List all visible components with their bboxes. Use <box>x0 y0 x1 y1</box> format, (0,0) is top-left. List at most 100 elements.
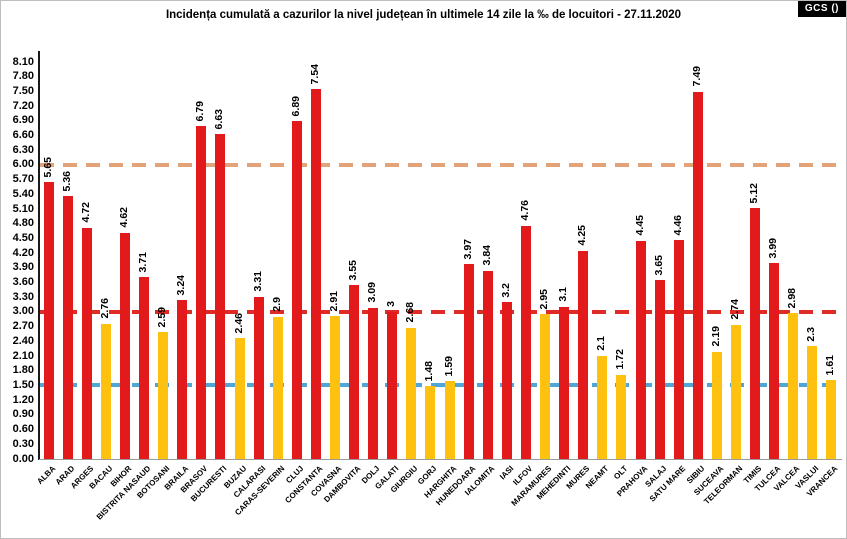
bar-value-label: 1.72 <box>614 349 627 370</box>
bar <box>215 134 226 459</box>
bar-value-label: 4.46 <box>671 214 684 236</box>
bar <box>139 277 150 459</box>
x-axis-line <box>39 459 842 460</box>
bar <box>578 250 589 459</box>
bar <box>387 311 398 459</box>
bar <box>654 280 665 459</box>
bar-value-label: 3.71 <box>137 251 150 273</box>
bar-value-label: 1.59 <box>442 355 455 377</box>
bar-value-label: 3.99 <box>767 238 780 259</box>
chart-title: Incidența cumulată a cazurilor la nivel … <box>165 9 682 21</box>
y-axis-tick-label: 3.00 <box>12 305 34 318</box>
bar-value-label: 3.2 <box>499 282 512 298</box>
y-axis-tick-label: 0.00 <box>12 452 34 465</box>
bar-value-label: 7.54 <box>308 64 321 85</box>
bar-value-label: 5.12 <box>748 182 761 204</box>
bar-value-label: 3.84 <box>480 245 493 266</box>
bar-value-label: 3.1 <box>557 287 570 303</box>
bar-value-label: 6.89 <box>289 95 302 117</box>
bar-value-label: 2.3 <box>805 326 818 342</box>
bar <box>310 89 321 459</box>
bar-value-label: 3.55 <box>347 259 360 281</box>
bar-value-label: 4.25 <box>576 225 589 246</box>
reference-line <box>40 162 841 167</box>
bar <box>253 296 264 459</box>
bar-value-label: 6.79 <box>194 100 207 122</box>
y-axis-tick-label: 7.50 <box>12 84 34 97</box>
bar-value-label: 1.61 <box>824 354 837 376</box>
bar <box>444 381 455 459</box>
y-axis-tick-label: 5.40 <box>12 187 34 200</box>
bar <box>482 270 493 459</box>
bar-value-label: 3 <box>385 301 398 307</box>
y-axis-tick-label: 7.20 <box>12 99 34 112</box>
bar <box>540 314 551 459</box>
bar <box>788 312 799 459</box>
bar <box>272 316 283 459</box>
y-axis-tick-label: 3.90 <box>12 261 34 274</box>
bar-value-label: 5.65 <box>41 156 54 178</box>
bar-value-label: 3.31 <box>251 271 264 292</box>
bar <box>750 208 761 459</box>
bar-value-label: 2.98 <box>786 287 799 308</box>
bar-value-label: 2.1 <box>595 336 608 352</box>
gcs-badge: GCS () <box>797 1 846 17</box>
bar-value-label: 2.19 <box>709 326 722 347</box>
y-axis-tick-label: 2.40 <box>12 334 34 347</box>
bar-value-label: 2.74 <box>728 299 741 320</box>
bar <box>158 332 169 459</box>
y-axis-tick-label: 6.60 <box>12 129 34 142</box>
bar <box>100 323 111 459</box>
bar-value-label: 4.62 <box>117 207 130 228</box>
bar-value-label: 6.63 <box>213 108 226 130</box>
bar <box>177 300 188 459</box>
bar-value-label: 3.09 <box>366 282 379 303</box>
bar <box>196 126 207 459</box>
bar <box>81 227 92 459</box>
y-axis-line <box>38 51 40 460</box>
bar <box>826 380 837 459</box>
y-axis-tick-label: 4.20 <box>12 246 34 259</box>
bar <box>291 121 302 459</box>
bar <box>368 307 379 459</box>
y-axis-tick-label: 6.00 <box>12 158 34 171</box>
bar <box>692 91 703 459</box>
bar-value-label: 4.72 <box>79 202 92 223</box>
y-axis-tick-label: 4.50 <box>12 231 34 244</box>
bar-value-label: 2.91 <box>327 290 340 312</box>
y-axis-tick-label: 1.20 <box>12 393 34 406</box>
bar <box>673 240 684 459</box>
bar <box>616 374 627 459</box>
y-axis-tick-label: 4.80 <box>12 217 34 230</box>
bar-value-label: 2.59 <box>156 306 169 328</box>
y-axis-tick-label: 5.70 <box>12 173 34 186</box>
bar-value-label: 2.68 <box>404 302 417 323</box>
bar-value-label: 2.9 <box>270 297 283 312</box>
reference-line <box>40 309 841 314</box>
bar <box>329 316 340 459</box>
bar <box>559 307 570 459</box>
y-axis-tick-label: 2.10 <box>12 349 34 362</box>
y-axis-tick-label: 2.70 <box>12 320 34 333</box>
bar <box>62 196 73 459</box>
bar <box>425 386 436 459</box>
bar-value-label: 3.97 <box>461 238 474 260</box>
bar <box>349 285 360 459</box>
bar <box>711 351 722 459</box>
bar-value-label: 2.76 <box>98 298 111 319</box>
bar <box>635 240 646 459</box>
bar-value-label: 2.46 <box>232 313 245 334</box>
y-axis-tick-label: 6.90 <box>12 114 34 127</box>
bar <box>520 225 531 459</box>
bar-value-label: 7.49 <box>690 66 703 87</box>
bar-value-label: 4.76 <box>518 200 531 221</box>
bar <box>730 324 741 459</box>
y-axis-tick-label: 0.30 <box>12 437 34 450</box>
bar <box>406 327 417 459</box>
y-axis-tick-label: 7.80 <box>12 70 34 83</box>
bar-value-label: 1.48 <box>423 361 436 382</box>
y-axis-tick-label: 5.10 <box>12 202 34 215</box>
bar <box>234 338 245 459</box>
y-axis-tick-label: 0.60 <box>12 423 34 436</box>
